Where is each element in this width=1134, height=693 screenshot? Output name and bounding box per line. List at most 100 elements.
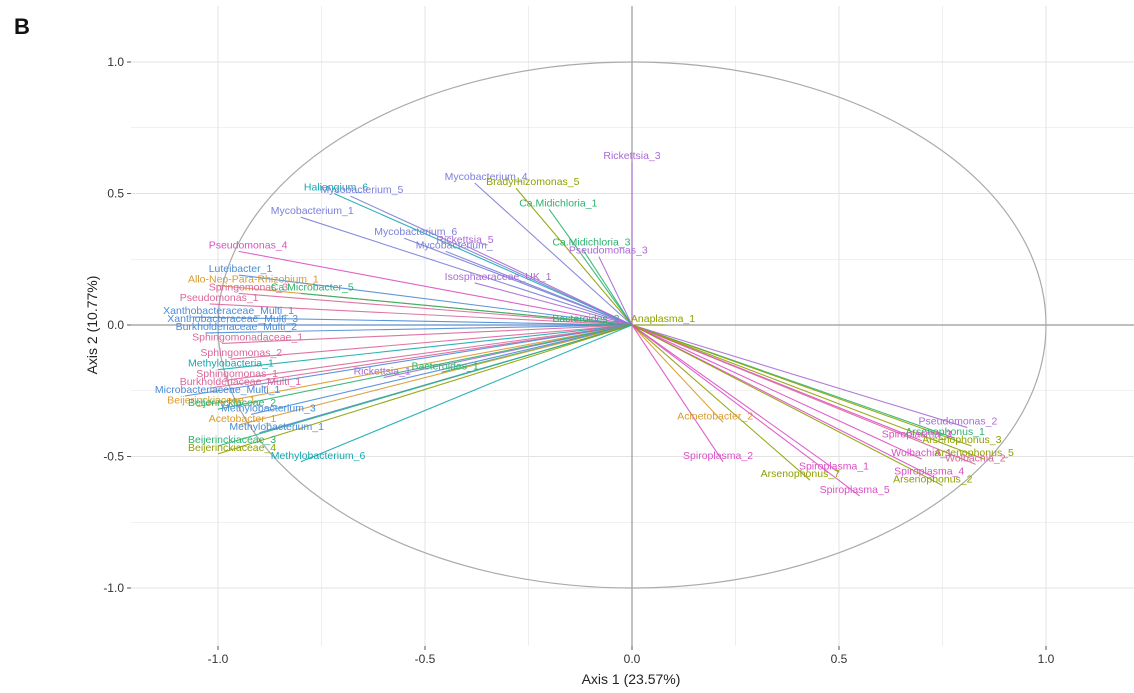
vector-label: Mycobacterium_	[416, 239, 493, 251]
vector-label: Bacteroides_2	[552, 313, 619, 325]
vector-label: Luteibacter_1	[209, 263, 273, 275]
vector-arrow	[631, 324, 724, 463]
vector-label: Arsenophonus_5	[934, 447, 1014, 459]
x-tick-label: 0.5	[831, 652, 848, 666]
tick-layer: -1.0 -0.5 0.0 0.5 1.0 -1.0 -0.5 0.0 0.5 1.0	[103, 55, 1054, 666]
vector-label: Mycobacterium_4	[445, 171, 528, 183]
vector-label: Acetobacter_1	[209, 413, 277, 425]
vector-label: Methylobacterium_1	[229, 421, 324, 433]
vector-arrow	[238, 324, 633, 426]
vector-arrow	[631, 324, 968, 429]
vector-label: Rickettsia_5	[436, 234, 493, 246]
vector-arrow	[631, 324, 923, 460]
x-tick-label: -0.5	[415, 652, 436, 666]
vector-label: Mycobacterium_5	[320, 184, 403, 196]
vector-arrow	[631, 324, 985, 460]
vector-label: Spiroplasma_2	[683, 450, 753, 462]
vector-arrow	[230, 324, 633, 360]
y-tick-label: 1.0	[107, 55, 124, 69]
vector-label: Microbacteriaceae_Multi_1	[155, 384, 281, 396]
x-axis-title: Axis 1 (23.57%)	[582, 671, 681, 687]
vector-label: Arsenophonus_7	[761, 468, 841, 480]
y-tick-label: 0.0	[107, 318, 124, 332]
vector-label: Beijerinckiaceae_4	[188, 442, 276, 454]
vector-label: Ca.Microbacter_5	[271, 281, 354, 293]
vector-label: Ca.Midichloria_3	[552, 237, 630, 249]
vector-arrow	[466, 245, 633, 326]
vector-label: Sphingomonadaceae_1	[192, 331, 303, 343]
vector-label: Anaplasma_1	[631, 313, 695, 325]
vector-label: Mycobacterium_1	[271, 205, 354, 217]
vector-arrow	[209, 303, 633, 326]
vector-label: Allo-Neo-Para-Rhizobium_1	[188, 274, 319, 286]
vector-arrow	[238, 274, 633, 326]
vector-label: Burkholderiaceae_Multi_2	[176, 321, 298, 333]
x-tick-label: 1.0	[1038, 652, 1055, 666]
vector-label: Haliangium_6	[304, 182, 368, 194]
vector-label: Arsenophonus_3	[922, 434, 1002, 446]
vector-label: Rickettsia_1	[354, 366, 411, 378]
vector-arrow	[548, 208, 633, 326]
vector-label: Acinetobacter_2	[677, 410, 753, 422]
vector-label: Wolbachia_2	[945, 452, 1006, 464]
vector-arrow	[300, 216, 633, 326]
vector-label: Methylobacteria_1	[188, 358, 274, 370]
vector-label: Mycobacterium_6	[374, 226, 457, 238]
vector-arrow	[631, 324, 976, 465]
vector-arrow	[631, 324, 840, 473]
vector-label: Pseudomonas_4	[209, 239, 288, 251]
vector-arrow	[217, 324, 633, 447]
vector-label: Xanthobacteraceae_Multi_3	[167, 313, 298, 325]
y-tick-label: -0.5	[103, 450, 124, 464]
vector-arrow	[631, 324, 724, 423]
vector-arrow	[631, 324, 943, 486]
vector-label: Arsenophonus_1	[906, 426, 986, 438]
vector-arrow	[197, 324, 633, 408]
vector-arrow	[238, 250, 633, 326]
vector-layer	[184, 161, 985, 497]
vector-arrow	[445, 250, 633, 326]
y-tick-label: 0.5	[107, 187, 124, 201]
vector-label: Bacteroides_1	[412, 360, 479, 372]
vector-arrow	[217, 324, 633, 410]
vector-arrow	[631, 324, 811, 481]
vector-arrow	[631, 324, 972, 447]
vector-label: Pseudomonas_3	[569, 245, 648, 257]
vector-label: Xanthobacteraceae_Multi_1	[163, 305, 294, 317]
vector-label: Isosphaeraceae_UK_1	[445, 271, 552, 283]
vector-label-layer: Rickettsia_3 Mycobacterium_4Bradyrhizomon…	[155, 150, 1014, 496]
vector-arrow	[333, 192, 633, 326]
panel-letter: B	[14, 14, 30, 39]
y-tick-label: -1.0	[103, 581, 124, 595]
vector-label: Springomonas_3	[209, 281, 289, 293]
vector-label: Beijerinckiaceae_3	[188, 434, 276, 446]
vector-label: Sphingomonas_2	[200, 347, 282, 359]
vector-arrow	[598, 256, 633, 326]
vector-arrow	[631, 324, 861, 497]
vector-label: Spiroplasma_5	[820, 484, 890, 496]
vector-label: Spiroplasma_1	[799, 460, 869, 472]
vector-label: Spiroplasma_4	[894, 466, 964, 478]
vector-arrow	[222, 324, 633, 344]
vector-arrow	[238, 292, 633, 326]
y-axis-title: Axis 2 (10.77%)	[84, 276, 100, 375]
vector-arrow	[217, 324, 633, 371]
vector-label: Pseudomonas_1	[180, 292, 259, 304]
vector-arrow	[300, 292, 633, 326]
vector-label: Arsenophonus_2	[893, 473, 973, 485]
vector-arrow	[515, 187, 633, 326]
vector-arrow	[350, 195, 633, 326]
vector-arrow	[193, 316, 633, 326]
vector-label: Spiroplasma_3	[882, 429, 952, 441]
vector-label: Bradyrhizomonas_5	[486, 176, 580, 188]
vector-arrow	[184, 324, 633, 397]
vector-arrow	[226, 324, 633, 381]
vector-arrow	[474, 282, 633, 326]
vector-arrow	[581, 248, 633, 326]
vector-label: Rickettsia_3	[603, 150, 660, 162]
vector-arrow	[250, 324, 633, 415]
x-tick-label: 0.0	[624, 652, 641, 666]
vector-label: Methylobacterium_6	[271, 450, 366, 462]
vector-label: Methylobacterium_3	[221, 402, 316, 414]
